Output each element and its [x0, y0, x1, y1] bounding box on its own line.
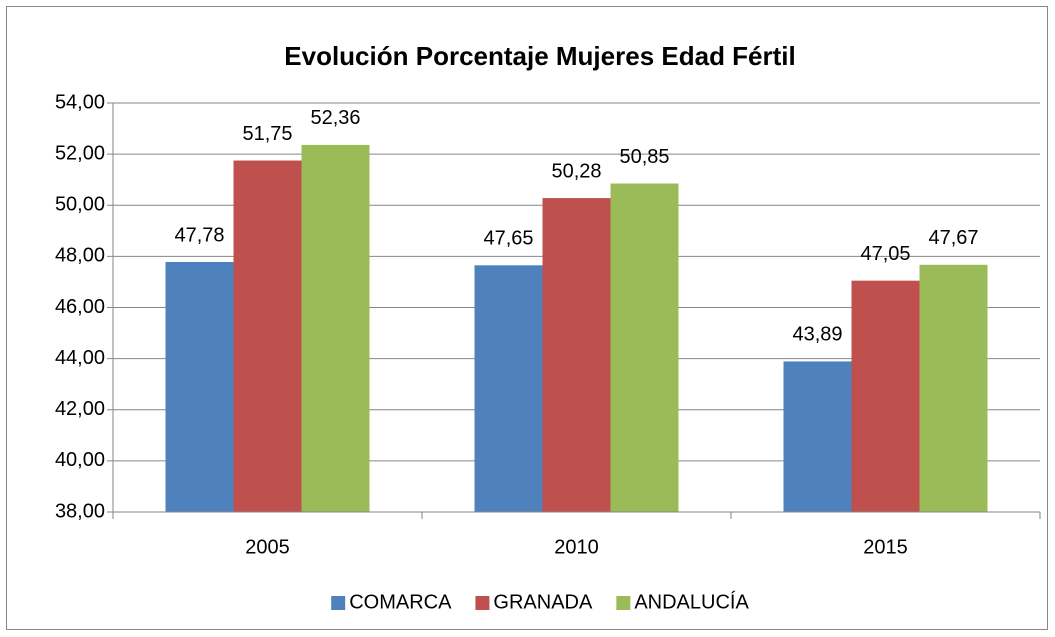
- bar: [233, 160, 302, 512]
- y-tick-label: 48,00: [55, 245, 105, 267]
- data-label: 47,67: [928, 227, 978, 249]
- legend-label: COMARCA: [349, 591, 452, 613]
- y-tick-label: 38,00: [55, 500, 105, 522]
- data-label: 51,75: [242, 123, 292, 145]
- y-tick-label: 40,00: [55, 449, 105, 471]
- bar: [783, 361, 852, 512]
- x-tick-label: 2010: [554, 536, 599, 558]
- x-tick-label: 2005: [245, 536, 290, 558]
- legend-swatch: [475, 596, 490, 610]
- y-tick-label: 50,00: [55, 194, 105, 216]
- data-label: 47,65: [483, 228, 533, 250]
- bar: [474, 265, 543, 512]
- data-label: 47,78: [174, 224, 224, 246]
- y-tick-label: 52,00: [55, 142, 105, 164]
- y-tick-label: 44,00: [55, 347, 105, 369]
- x-tick-label: 2015: [863, 536, 908, 558]
- y-tick-label: 54,00: [55, 91, 105, 113]
- legend-swatch: [331, 596, 346, 610]
- y-tick-label: 42,00: [55, 398, 105, 420]
- bar: [165, 261, 234, 512]
- bar: [301, 144, 370, 513]
- legend-label: ANDALUCÍA: [634, 590, 749, 613]
- bar: [919, 264, 988, 512]
- y-tick-label: 46,00: [55, 296, 105, 318]
- legend-swatch: [616, 596, 631, 610]
- data-label: 52,36: [310, 107, 360, 129]
- legend-label: GRANADA: [493, 591, 593, 613]
- data-label: 50,85: [619, 146, 669, 168]
- data-label: 47,05: [860, 243, 910, 265]
- data-label: 50,28: [551, 160, 601, 182]
- bar: [610, 183, 679, 512]
- bar: [542, 198, 611, 512]
- data-label: 43,89: [792, 324, 842, 346]
- chart-title: Evolución Porcentaje Mujeres Edad Fértil: [284, 41, 795, 71]
- bar: [851, 280, 920, 512]
